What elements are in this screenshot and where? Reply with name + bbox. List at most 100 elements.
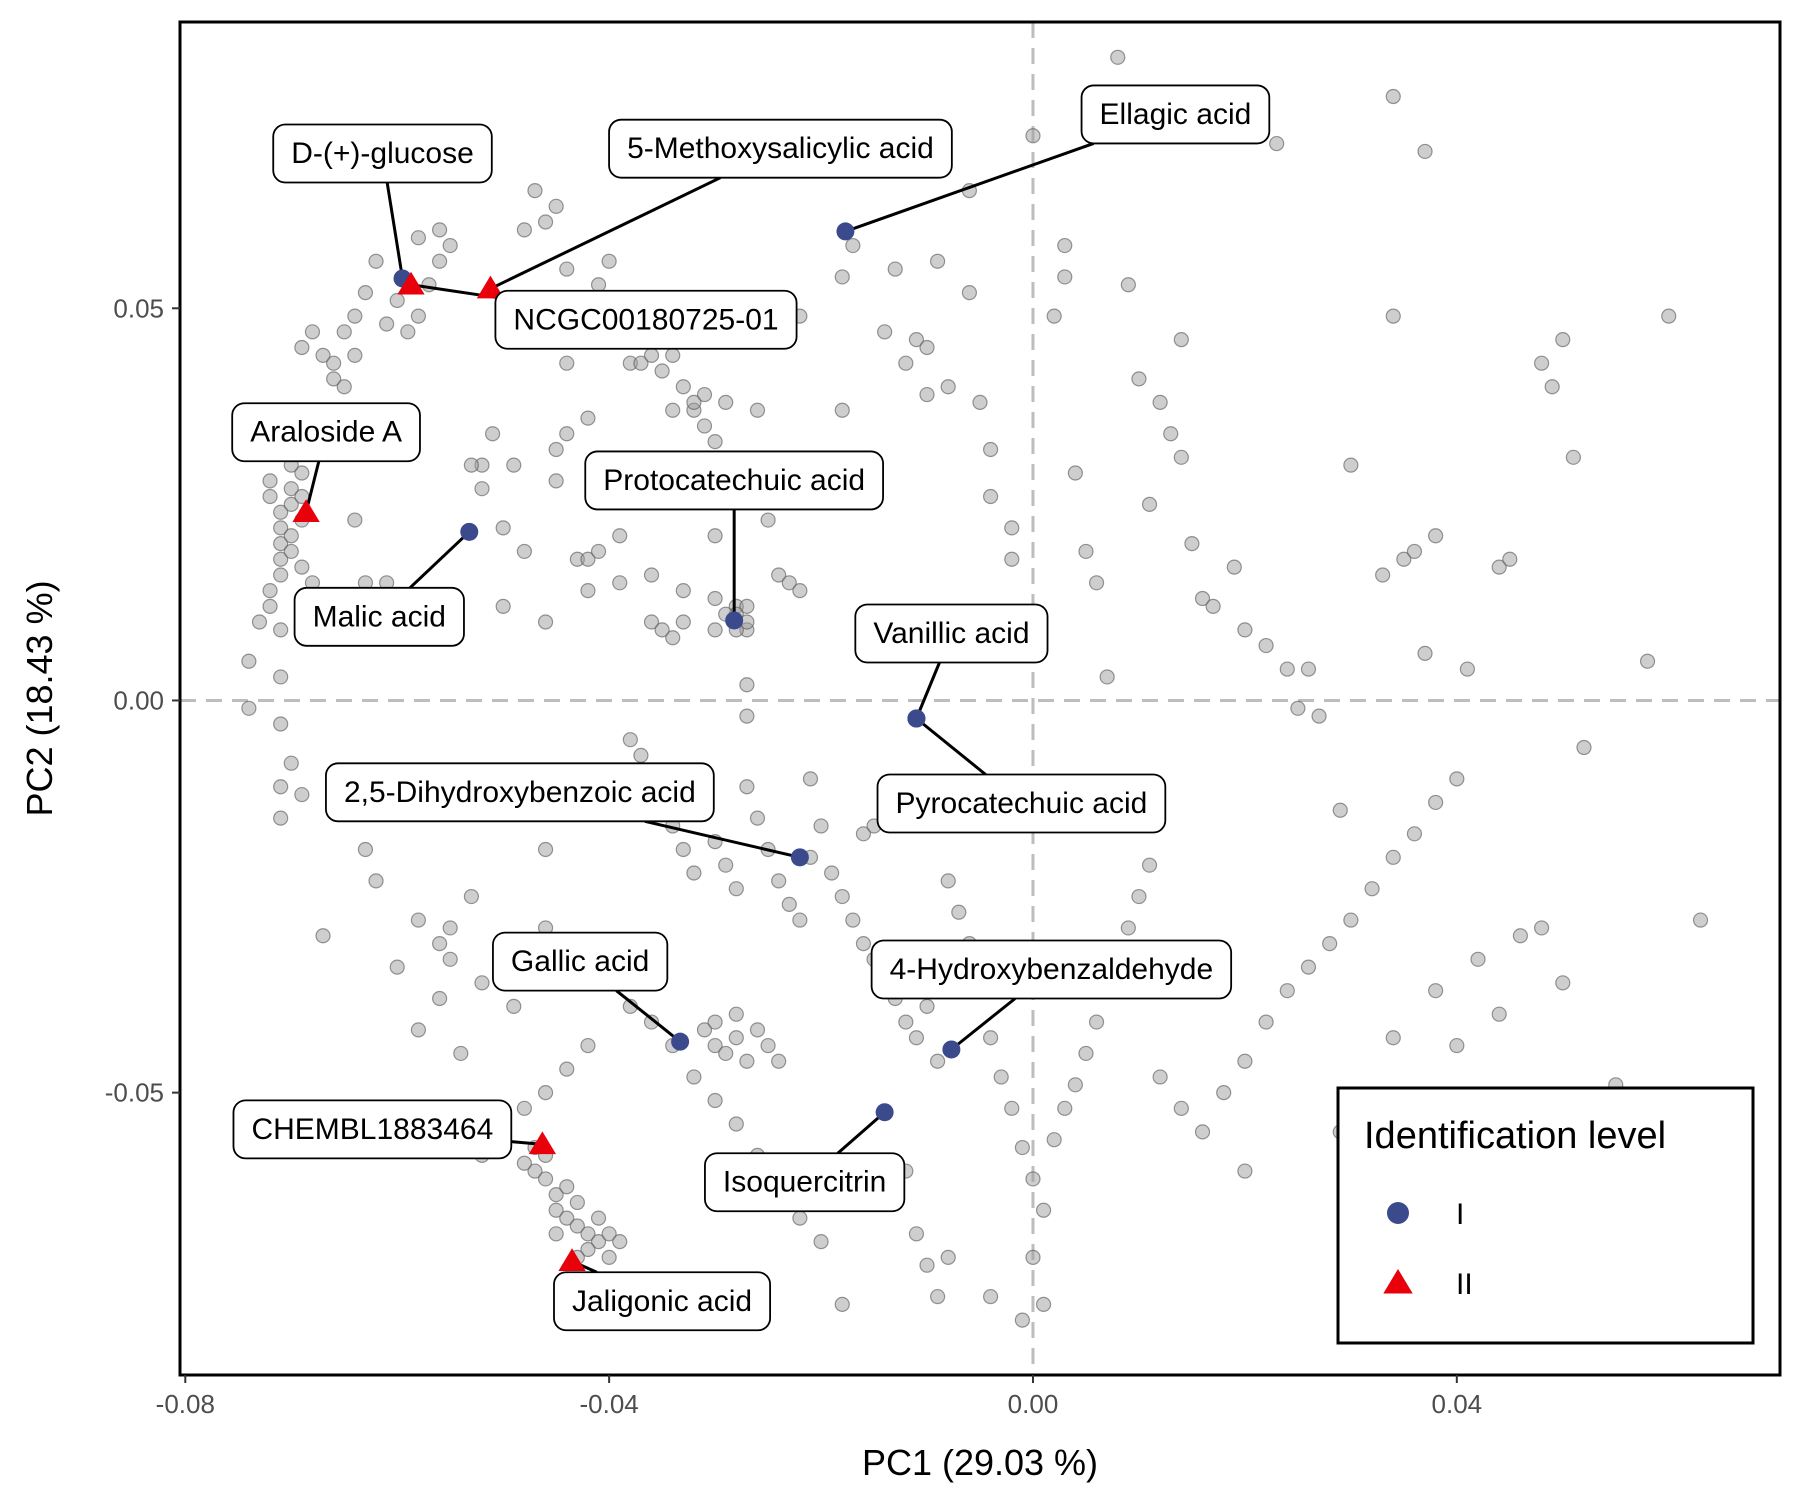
background-point (1226, 559, 1242, 575)
background-point (432, 222, 448, 238)
background-point (739, 779, 755, 795)
background-point (474, 975, 490, 991)
background-point (781, 896, 797, 912)
background-point (442, 951, 458, 967)
background-point (1173, 449, 1189, 465)
background-point (559, 1061, 575, 1077)
background-point (643, 1014, 660, 1030)
background-point (580, 551, 596, 567)
background-point (283, 755, 299, 771)
background-point (442, 237, 458, 254)
background-point (961, 285, 978, 301)
background-point (1544, 379, 1560, 395)
y-tick-label: 0.05 (113, 293, 164, 323)
label-box-malic-acid (293, 586, 465, 647)
background-point (696, 1022, 713, 1038)
background-point (982, 1288, 999, 1305)
background-point (1279, 983, 1295, 999)
background-point (1332, 802, 1348, 818)
background-point (1110, 49, 1126, 65)
background-point (739, 708, 755, 724)
background-point (1322, 936, 1338, 952)
background-point (1364, 881, 1380, 897)
background-point (940, 873, 956, 889)
point-marker-ncgc00180725-01 (397, 271, 425, 295)
background-point (1184, 535, 1200, 552)
x-tick-label: 0.00 (1008, 1389, 1059, 1419)
background-point (294, 339, 310, 356)
background-point (347, 512, 363, 528)
background-point (1025, 1249, 1041, 1265)
background-point (707, 590, 723, 607)
background-point (686, 865, 702, 881)
background-point (283, 528, 299, 544)
label-box-jaligonic-acid (553, 1271, 772, 1332)
background-point (283, 543, 299, 560)
label-text-vanillic-acid: Vanillic acid (873, 617, 1029, 650)
background-point (1067, 1077, 1083, 1093)
background-point (686, 1069, 702, 1085)
background-point (633, 747, 649, 763)
label-text-pyrocatechuic-acid: Pyrocatechuic acid (896, 787, 1148, 820)
background-point (273, 551, 289, 567)
background-point (1057, 237, 1073, 254)
background-point (601, 253, 617, 269)
background-point (919, 339, 935, 356)
background-point (537, 1085, 554, 1101)
background-point (1565, 449, 1581, 465)
background-point (559, 1210, 575, 1226)
label-text-5-methoxysalicylic-acid: 5-Methoxysalicylic acid (627, 132, 934, 165)
background-point (792, 1210, 808, 1226)
background-point (792, 912, 808, 928)
label-text-ellagic-acid: Ellagic acid (1100, 98, 1252, 131)
background-point (527, 1163, 543, 1179)
background-point (1088, 1014, 1105, 1030)
background-point (1237, 622, 1253, 638)
background-point (654, 363, 670, 379)
background-point (1025, 1171, 1041, 1187)
background-point (845, 912, 861, 928)
background-point (1120, 277, 1136, 293)
background-point (273, 504, 289, 520)
background-point (559, 261, 575, 277)
background-point (855, 936, 872, 952)
background-point (1046, 308, 1062, 324)
background-point (410, 230, 427, 246)
background-point (1131, 888, 1147, 905)
background-point (262, 473, 278, 489)
leader-line-4-hydroxybenzaldehyde (950, 997, 1017, 1051)
background-point (273, 535, 289, 552)
y-tick-label: 0.00 (113, 685, 164, 715)
background-point (1035, 1296, 1052, 1313)
background-point (1014, 1312, 1030, 1328)
label-box-d-glucose (272, 123, 493, 184)
background-point (1078, 543, 1094, 560)
background-point (824, 865, 840, 881)
background-point (1385, 88, 1401, 105)
legend-triangle-marker (1383, 1269, 1413, 1294)
background-point (728, 881, 744, 897)
background-point (262, 488, 278, 505)
label-text-2-5-dihydroxybenzoic-acid: 2,5-Dihydroxybenzoic acid (344, 776, 696, 809)
background-point (1078, 1045, 1094, 1062)
point-marker-2-5-dihydroxybenzoic-acid (790, 848, 809, 867)
background-point (1375, 567, 1391, 583)
background-point (548, 198, 564, 214)
background-point (1067, 465, 1083, 481)
background-point (1555, 332, 1571, 348)
background-point (728, 1030, 744, 1046)
leader-line-5-methoxysalicylic-acid (489, 176, 722, 291)
background-point (908, 1226, 925, 1242)
point-marker-protocatechuic-acid (725, 611, 744, 630)
background-point (251, 614, 268, 630)
background-point (982, 1030, 999, 1046)
highlighted-points (292, 222, 961, 1272)
background-point (537, 1171, 554, 1187)
label-text-isoquercitrin: Isoquercitrin (723, 1166, 886, 1199)
point-marker-gallic-acid (671, 1032, 690, 1051)
background-point (400, 324, 416, 340)
label-box-2-5-dihydroxybenzoic-acid (325, 762, 715, 823)
background-point (1385, 308, 1401, 324)
background-point (612, 1234, 628, 1250)
